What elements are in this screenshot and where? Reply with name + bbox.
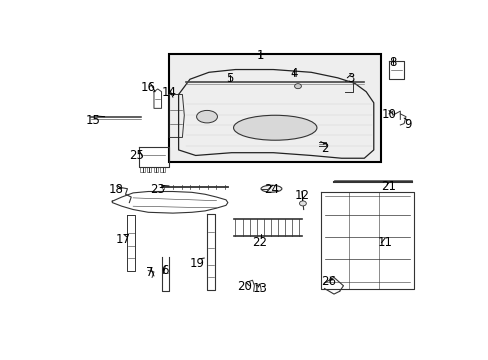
Text: 3: 3 (346, 72, 354, 85)
Ellipse shape (261, 185, 281, 192)
Text: 23: 23 (150, 183, 165, 196)
Text: 20: 20 (237, 280, 252, 293)
Text: 7: 7 (146, 266, 154, 279)
Text: 10: 10 (381, 108, 396, 121)
Text: 4: 4 (290, 67, 297, 80)
Text: 11: 11 (377, 236, 392, 249)
Text: 6: 6 (161, 264, 169, 276)
Ellipse shape (196, 111, 217, 123)
Text: 12: 12 (294, 189, 308, 202)
Ellipse shape (294, 84, 301, 89)
Text: 9: 9 (403, 118, 411, 131)
Text: 19: 19 (190, 257, 204, 270)
Ellipse shape (233, 115, 316, 140)
Text: 22: 22 (252, 236, 267, 249)
Text: 25: 25 (129, 149, 144, 162)
Text: 13: 13 (252, 282, 267, 294)
Text: 26: 26 (320, 275, 335, 288)
Text: 5: 5 (225, 72, 233, 85)
Text: 18: 18 (108, 183, 123, 196)
Text: 17: 17 (116, 233, 131, 246)
Text: 16: 16 (141, 81, 156, 94)
Text: 24: 24 (264, 183, 278, 196)
Text: 2: 2 (320, 141, 327, 154)
Bar (169, 54, 381, 162)
Text: 14: 14 (162, 86, 176, 99)
Text: 1: 1 (256, 49, 264, 62)
Text: 15: 15 (86, 114, 101, 127)
Text: 8: 8 (388, 56, 396, 69)
Ellipse shape (299, 201, 305, 206)
Text: 21: 21 (381, 180, 396, 193)
